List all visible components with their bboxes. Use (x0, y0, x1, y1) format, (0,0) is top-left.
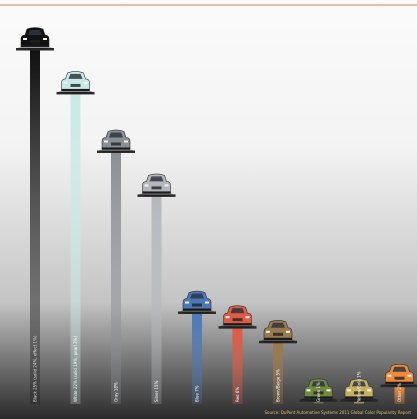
bar-9 (394, 386, 405, 404)
car-icon (261, 320, 295, 343)
bar-label-0: Black 25% (solid 24%, effect 1%) (33, 335, 38, 402)
bar-platform-5 (218, 326, 257, 329)
bar-label-9: Other 2% (397, 383, 402, 402)
bar-4 (192, 313, 202, 404)
bar-3 (151, 196, 162, 404)
bar-group-9: Other 2% (380, 363, 417, 404)
car-icon (18, 27, 52, 50)
bar-group-5: Red 6% (218, 305, 257, 404)
bar-platform-4 (178, 311, 216, 315)
bar-group-3: Silver 15% (137, 173, 176, 404)
bar-platform-9 (380, 384, 417, 388)
bar-platform-0 (16, 48, 54, 51)
bar-5 (232, 328, 243, 404)
bar-7 (313, 401, 324, 404)
source-note: Source: DuPont Automotive Systems 2011 G… (264, 410, 411, 415)
car-icon (301, 378, 336, 402)
bar-2 (111, 152, 121, 404)
car-icon (382, 363, 417, 387)
car-icon (342, 378, 376, 402)
bar-1 (70, 93, 81, 405)
bar-label-2: Gray 18% (114, 382, 119, 402)
car-icon (99, 129, 133, 153)
bar-group-2: Gray 18% (97, 129, 135, 404)
bar-label-6: Brown/Beige 5% (276, 369, 281, 402)
bar-platform-2 (97, 150, 135, 153)
bar-platform-1 (56, 91, 95, 95)
bar-label-3: Silver 15% (154, 380, 159, 402)
bar-platform-3 (137, 194, 176, 197)
bar-platform-8 (340, 399, 378, 402)
bar-label-4: Blue 7% (195, 385, 200, 402)
bar-0 (30, 50, 40, 404)
car-icon (180, 290, 214, 314)
bar-label-8: Yellow/Gold 1% (357, 371, 362, 403)
bar-group-7: Green 1% (299, 378, 338, 404)
bar-platform-7 (299, 399, 338, 402)
bar-label-5: Red 6% (235, 387, 240, 402)
bar-group-8: Yellow/Gold 1% (340, 371, 378, 404)
bar-group-6: Brown/Beige 5% (259, 320, 297, 404)
bar-group-1: White 22% (solid 19%, pearl 3%) (56, 71, 95, 405)
top-rule (0, 4, 417, 6)
bar-label-7: Green 1% (316, 382, 321, 402)
car-icon (139, 173, 174, 197)
bar-8 (354, 401, 364, 404)
bar-group-0: Black 25% (solid 24%, effect 1%) (16, 27, 54, 404)
car-icon (58, 71, 93, 94)
bar-6 (273, 342, 283, 404)
bar-group-4: Blue 7% (178, 290, 216, 404)
bar-label-1: White 22% (solid 19%, pearl 3%) (73, 336, 78, 402)
bar-platform-6 (259, 340, 297, 344)
car-icon (220, 305, 255, 329)
